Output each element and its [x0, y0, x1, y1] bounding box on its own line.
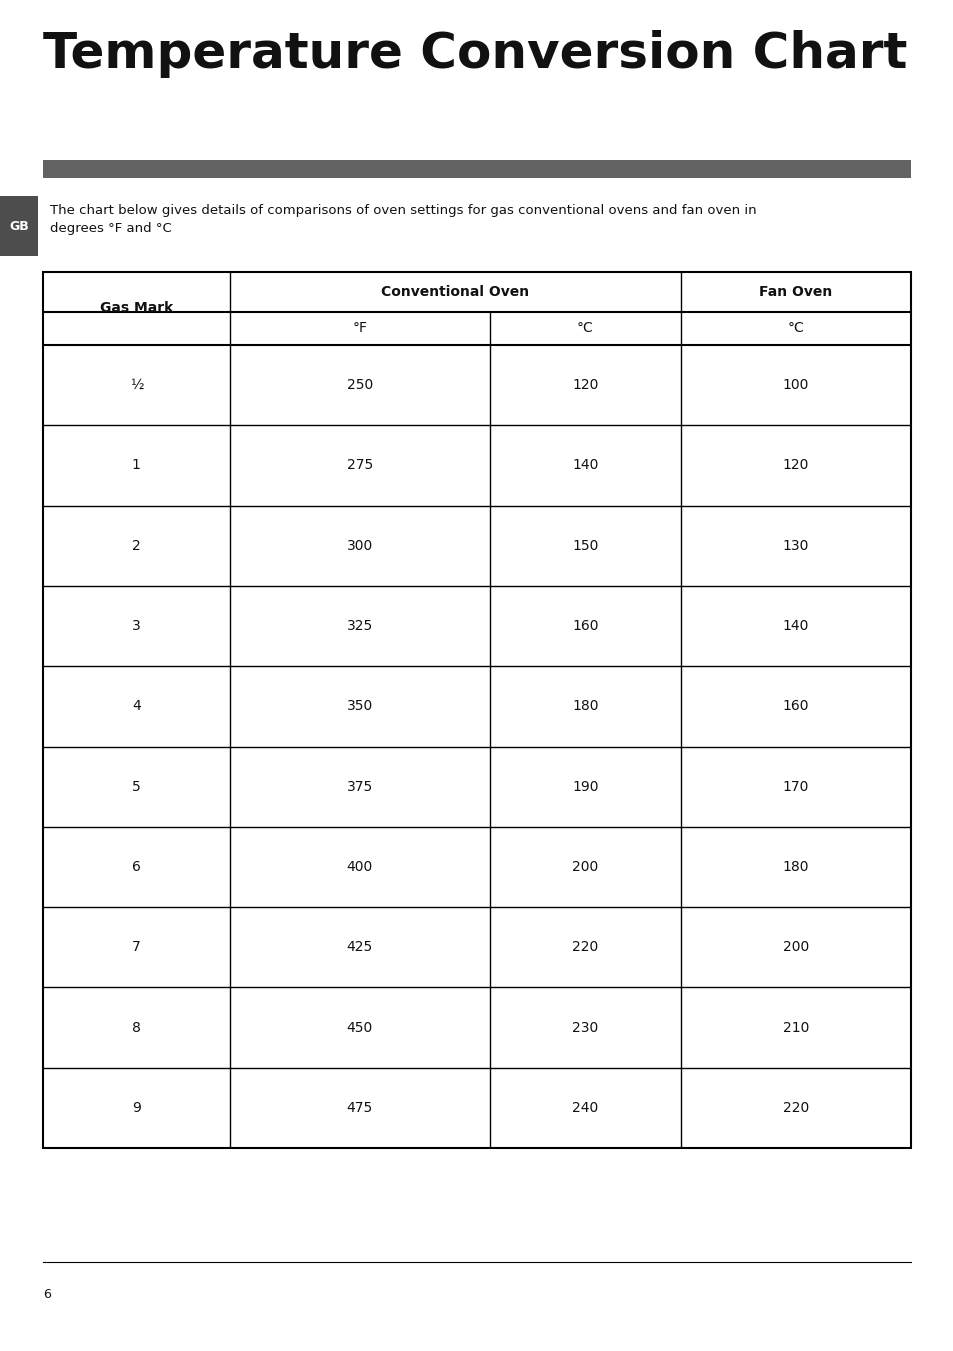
Text: °C: °C	[577, 322, 594, 335]
Text: 240: 240	[572, 1101, 598, 1115]
Text: 160: 160	[572, 619, 598, 634]
Text: ½: ½	[130, 378, 143, 392]
Text: 9: 9	[132, 1101, 141, 1115]
Text: 220: 220	[572, 940, 598, 954]
Text: 275: 275	[346, 458, 373, 473]
Text: Temperature Conversion Chart: Temperature Conversion Chart	[43, 30, 906, 78]
Text: 190: 190	[572, 780, 598, 793]
Text: The chart below gives details of comparisons of oven settings for gas convention: The chart below gives details of compari…	[50, 204, 756, 218]
Text: degrees °F and °C: degrees °F and °C	[50, 222, 172, 235]
Text: 200: 200	[572, 861, 598, 874]
Text: 140: 140	[572, 458, 598, 473]
Text: Fan Oven: Fan Oven	[759, 285, 832, 299]
Text: 350: 350	[346, 700, 373, 713]
Text: 450: 450	[346, 1020, 373, 1035]
Text: 375: 375	[346, 780, 373, 793]
Text: GB: GB	[10, 219, 29, 232]
Bar	[0, 196, 38, 255]
Text: 2: 2	[132, 539, 140, 553]
Text: 475: 475	[346, 1101, 373, 1115]
Text: 130: 130	[782, 539, 808, 553]
Text: °F: °F	[352, 322, 367, 335]
Text: 230: 230	[572, 1020, 598, 1035]
Text: 170: 170	[782, 780, 808, 793]
Text: 180: 180	[781, 861, 808, 874]
Text: 150: 150	[572, 539, 598, 553]
Text: 325: 325	[346, 619, 373, 634]
Text: 5: 5	[132, 780, 140, 793]
Text: 6: 6	[132, 861, 141, 874]
Text: 200: 200	[782, 940, 808, 954]
Text: 120: 120	[782, 458, 808, 473]
Text: Conventional Oven: Conventional Oven	[381, 285, 529, 299]
Text: Gas Mark: Gas Mark	[99, 301, 172, 316]
Text: 300: 300	[346, 539, 373, 553]
Text: 100: 100	[782, 378, 808, 392]
Text: 6: 6	[43, 1289, 51, 1301]
Text: 7: 7	[132, 940, 140, 954]
Text: 8: 8	[132, 1020, 141, 1035]
Text: 120: 120	[572, 378, 598, 392]
Text: 140: 140	[782, 619, 808, 634]
Text: 210: 210	[782, 1020, 808, 1035]
Text: 160: 160	[781, 700, 808, 713]
Text: 4: 4	[132, 700, 140, 713]
Bar	[43, 272, 910, 1148]
Text: 250: 250	[346, 378, 373, 392]
Text: 425: 425	[346, 940, 373, 954]
Text: °C: °C	[787, 322, 803, 335]
Text: 220: 220	[782, 1101, 808, 1115]
Text: 180: 180	[572, 700, 598, 713]
Text: 1: 1	[132, 458, 141, 473]
Text: 3: 3	[132, 619, 140, 634]
Text: 400: 400	[346, 861, 373, 874]
Bar	[43, 159, 910, 178]
